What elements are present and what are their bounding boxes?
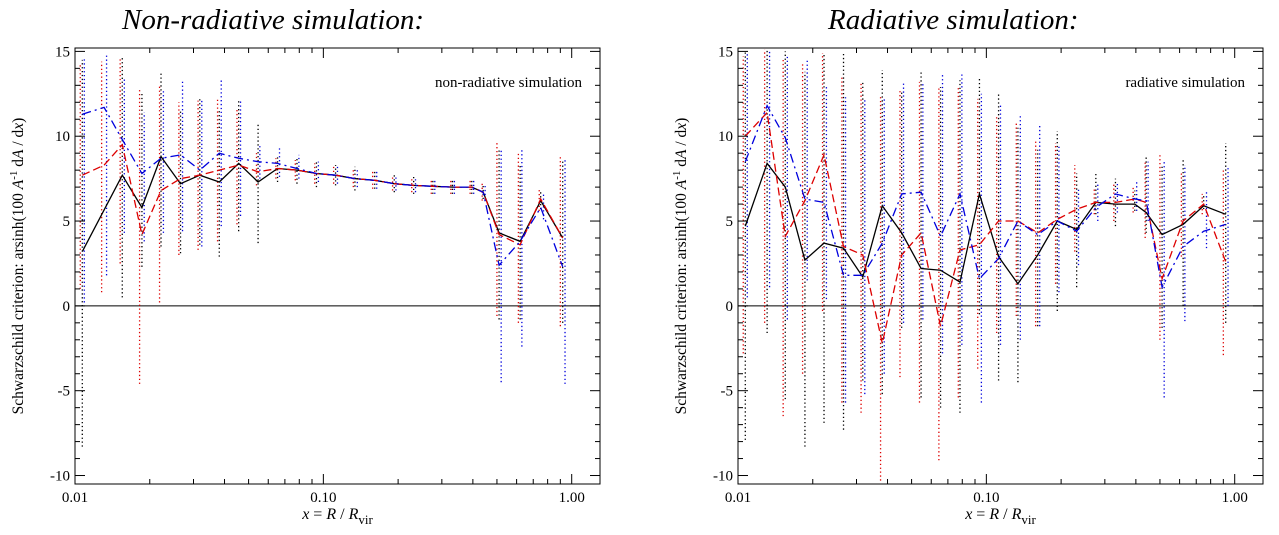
right-series-line-dashed xyxy=(744,111,1227,344)
left-y-tick-label: 5 xyxy=(63,214,71,230)
right-y-tick-label: 0 xyxy=(726,299,734,315)
right-y-tick-label: 10 xyxy=(718,129,733,145)
right-y-tick-label: -5 xyxy=(721,384,734,400)
right-x-axis-label: x = R / Rvir xyxy=(964,506,1036,527)
right-series-line-solid xyxy=(744,162,1226,285)
left-x-tick-label: 1.00 xyxy=(559,490,585,506)
left-series-line-dashdot xyxy=(82,106,564,268)
left-x-tick-label: 0.01 xyxy=(62,490,88,506)
left-series-line-solid xyxy=(81,155,564,252)
left-panel-title: Non-radiative simulation: xyxy=(122,4,425,36)
left-y-tick-label: -5 xyxy=(58,384,71,400)
left-x-tick-label: 0.10 xyxy=(310,490,336,506)
right-y-axis-label: Schwarzschild criterion: arsinh(100 A-1 … xyxy=(671,118,690,415)
right-plot-area: -10 -5 0 5 10 15 0.01 0.10 1.00 radiative simulat… xyxy=(671,44,1264,527)
right-series-line-dashdot xyxy=(744,104,1226,290)
left-y-tick-label: 10 xyxy=(55,129,70,145)
right-plot-frame xyxy=(737,47,1264,485)
left-plot-area: -10 -5 0 5 10 15 0.01 0.10 1.00 non-radiative sim… xyxy=(8,44,601,527)
left-y-tick-label: -10 xyxy=(50,469,70,485)
left-y-axis-label: Schwarzschild criterion: arsinh(100 A-1 … xyxy=(8,118,27,415)
left-y-tick-label: 0 xyxy=(63,299,71,315)
right-y-tick-label: 15 xyxy=(718,44,733,60)
left-plot-frame xyxy=(74,47,601,485)
right-panel-title: Radiative simulation: xyxy=(828,4,1079,36)
left-series-line-dashed xyxy=(82,143,564,246)
right-x-tick-label: 1.00 xyxy=(1222,490,1248,506)
right-y-tick-label: -10 xyxy=(713,469,733,485)
right-y-tick-label: 5 xyxy=(726,214,734,230)
left-y-tick-label: 15 xyxy=(55,44,70,60)
right-annotation: radiative simulation xyxy=(1125,75,1245,91)
right-x-tick-label: 0.10 xyxy=(973,490,999,506)
left-x-axis-label: x = R / Rvir xyxy=(301,506,373,527)
left-annotation: non-radiative simulation xyxy=(435,75,583,91)
right-x-tick-label: 0.01 xyxy=(725,490,751,506)
